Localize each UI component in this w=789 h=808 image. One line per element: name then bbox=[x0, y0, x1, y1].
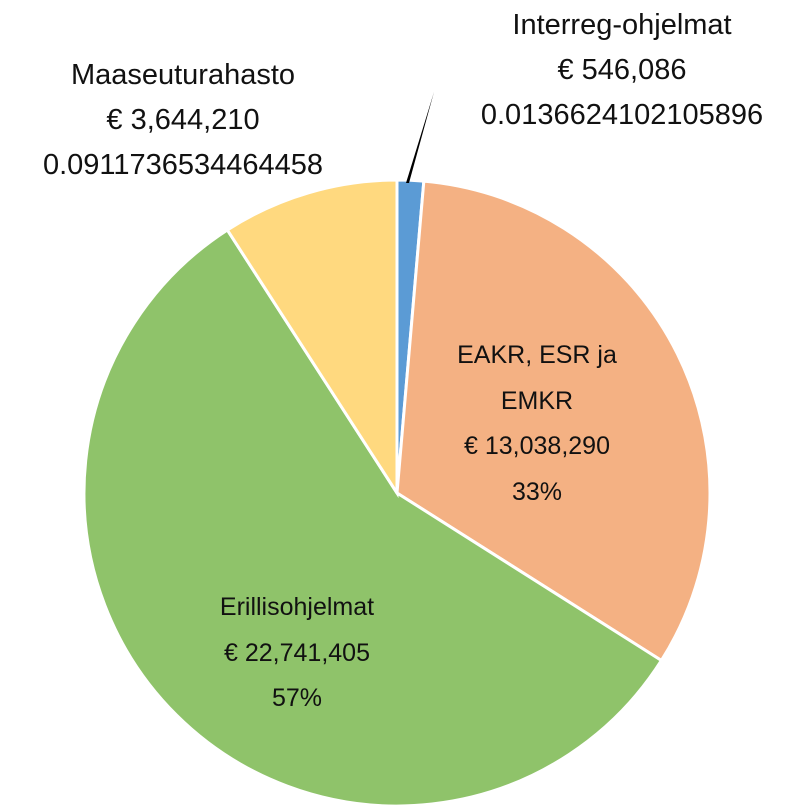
pie-slice bbox=[82, 227, 664, 808]
label-percent: 57% bbox=[271, 684, 323, 712]
label-name: Maaseuturahasto bbox=[70, 59, 296, 91]
data-label: Maaseuturahasto € 3,644,210 0.091173653446… bbox=[22, 53, 344, 188]
pie-slice bbox=[225, 178, 399, 499]
label-value: € 3,644,210 bbox=[106, 104, 260, 136]
data-label: Interreg-ohjelmat € 546,086 0.013662410210… bbox=[462, 3, 782, 138]
data-label: EAKR, ESR ja EMKR € 13,038,290 33% bbox=[427, 333, 647, 515]
label-name: Interreg-ohjelmat bbox=[512, 9, 732, 41]
data-label: Erillisohjelmat € 22,741,405 57% bbox=[147, 585, 447, 722]
label-name: EAKR, ESR ja EMKR bbox=[457, 341, 617, 415]
label-percent: 0.0136624102105896 bbox=[480, 99, 764, 131]
label-name: Erillisohjelmat bbox=[219, 593, 375, 621]
pie-slice bbox=[395, 179, 712, 663]
label-value: € 22,741,405 bbox=[224, 638, 370, 667]
label-percent: 33% bbox=[511, 477, 563, 506]
label-percent: 0.0911736534464458 bbox=[42, 149, 324, 181]
label-value: € 546,086 bbox=[557, 54, 687, 86]
leader-line bbox=[406, 92, 434, 183]
label-value: € 13,038,290 bbox=[464, 432, 610, 460]
